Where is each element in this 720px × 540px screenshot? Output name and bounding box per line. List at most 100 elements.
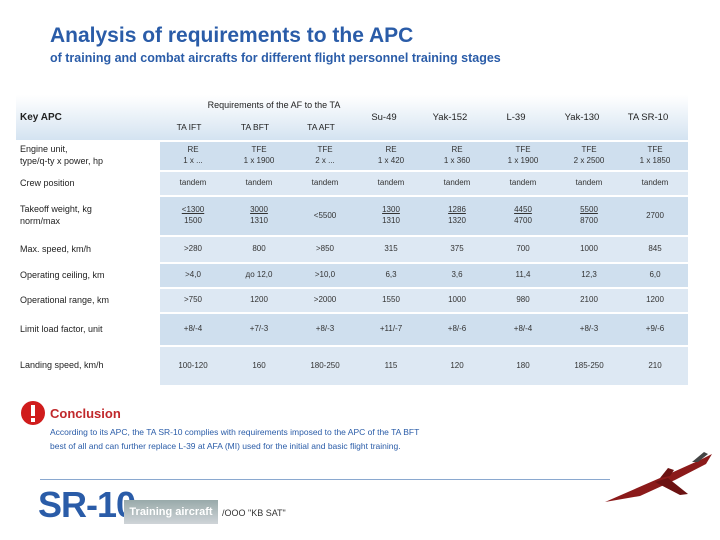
conclusion-title: Conclusion bbox=[50, 406, 121, 421]
cell: +8/-3 bbox=[292, 312, 358, 345]
cell-line: 2 x 2500 bbox=[573, 156, 605, 165]
cell-text: 375 bbox=[450, 244, 464, 253]
cell-text: 2700 bbox=[646, 210, 664, 220]
cell: 1200 bbox=[622, 287, 688, 312]
cell-text: 1200 bbox=[250, 295, 268, 304]
cell-text: +8/-6 bbox=[447, 324, 467, 333]
cell-text: 1000 bbox=[448, 295, 466, 304]
cell-text: +8/-4 bbox=[513, 324, 533, 333]
cell: 6,0 bbox=[622, 262, 688, 287]
text-line: According to its APC, the TA SR-10 compl… bbox=[50, 427, 420, 437]
cell: 4450 4700 bbox=[490, 195, 556, 235]
cell: 1200 bbox=[226, 287, 292, 312]
cell-text: 315 bbox=[384, 244, 398, 253]
cell-text: +8/-3 bbox=[315, 324, 335, 333]
cell: 5500 8700 bbox=[556, 195, 622, 235]
column-header: Yak-130 bbox=[564, 112, 600, 123]
row-label: Landing speed, km/h bbox=[20, 345, 158, 385]
cell-text: 6,0 bbox=[649, 270, 661, 279]
cell-text: tandem bbox=[509, 178, 537, 187]
label-line: Engine unit, bbox=[20, 144, 68, 154]
cell: 1300 1310 bbox=[358, 195, 424, 235]
cell-line: <1300 bbox=[181, 205, 205, 214]
cell-text: tandem bbox=[179, 178, 207, 187]
row-bg bbox=[160, 345, 688, 385]
column-header: L-39 bbox=[506, 112, 526, 123]
cell: >2000 bbox=[292, 287, 358, 312]
cell: tandem bbox=[358, 170, 424, 195]
cell-line: 4450 bbox=[514, 205, 532, 214]
row-label: Takeoff weight, kg norm/max bbox=[20, 195, 158, 235]
cell: <1300 1500 bbox=[160, 195, 226, 235]
cell-text: +9/-6 bbox=[645, 324, 665, 333]
cell: >750 bbox=[160, 287, 226, 312]
conclusion-text: According to its APC, the TA SR-10 compl… bbox=[50, 425, 419, 453]
label-line: Operating ceiling, km bbox=[20, 269, 105, 280]
label-line: Operational range, km bbox=[20, 294, 110, 305]
cell: +8/-4 bbox=[160, 312, 226, 345]
cell-line: 5500 bbox=[580, 205, 598, 214]
logo: SR-10 bbox=[38, 484, 136, 525]
divider bbox=[40, 479, 610, 480]
cell: <5500 bbox=[292, 195, 358, 235]
row-bg bbox=[160, 235, 688, 262]
cell: 845 bbox=[622, 235, 688, 262]
cell: +9/-6 bbox=[622, 312, 688, 345]
cell-text: 185-250 bbox=[574, 360, 604, 370]
cell-text: +7/-3 bbox=[249, 324, 269, 333]
cell: TFE 1 x 1900 bbox=[226, 140, 292, 170]
cell: 12,3 bbox=[556, 262, 622, 287]
group-header: Requirements of the AF to the TA bbox=[207, 100, 341, 110]
cell: 180 bbox=[490, 345, 556, 385]
cell: tandem bbox=[490, 170, 556, 195]
cell-text: 700 bbox=[516, 244, 530, 253]
label-line: norm/max bbox=[20, 216, 61, 226]
cell-text: >280 bbox=[183, 244, 203, 253]
cell-line: TFE bbox=[581, 145, 597, 154]
cell-text: tandem bbox=[377, 178, 405, 187]
label-line: Max. speed, km/h bbox=[20, 243, 92, 254]
cell-line: 3000 bbox=[250, 205, 268, 214]
cell-text: 2100 bbox=[580, 295, 598, 304]
cell-text: +11/-7 bbox=[379, 324, 403, 333]
tagline: Training aircraft bbox=[124, 500, 218, 524]
cell: 185-250 bbox=[556, 345, 622, 385]
cell-text: +8/-3 bbox=[579, 324, 599, 333]
cell: 375 bbox=[424, 235, 490, 262]
cell-text: 210 bbox=[648, 360, 662, 370]
cell-text: >850 bbox=[315, 244, 335, 253]
cell: 180-250 bbox=[292, 345, 358, 385]
cell: +11/-7 bbox=[358, 312, 424, 345]
cell: tandem bbox=[160, 170, 226, 195]
cell-text: <5500 bbox=[313, 210, 337, 220]
cell-line: 1 x ... bbox=[183, 156, 203, 165]
cell: 120 bbox=[424, 345, 490, 385]
row-label: Operational range, km bbox=[20, 287, 158, 312]
cell-text: tandem bbox=[575, 178, 603, 187]
label-line: Takeoff weight, kg bbox=[20, 204, 92, 214]
cell-text: 180 bbox=[516, 360, 530, 370]
cell-line: TFE bbox=[515, 145, 531, 154]
cell: RE 1 x 360 bbox=[424, 140, 490, 170]
cell: 3,6 bbox=[424, 262, 490, 287]
cell-line: 1 x 420 bbox=[377, 156, 405, 165]
cell-text: 1000 bbox=[580, 244, 598, 253]
cell-text: tandem bbox=[245, 178, 273, 187]
corner: Key APC bbox=[20, 112, 62, 123]
cell: RE 1 x 420 bbox=[358, 140, 424, 170]
column-header: TA SR-10 bbox=[627, 112, 669, 123]
cell-line: 1300 bbox=[382, 205, 400, 214]
title: Analysis of requirements to the APC bbox=[50, 24, 414, 47]
cell-line: TFE bbox=[647, 145, 663, 154]
cell-text: tandem bbox=[311, 178, 339, 187]
row-bg bbox=[160, 287, 688, 312]
cell: 1550 bbox=[358, 287, 424, 312]
cell: 2100 bbox=[556, 287, 622, 312]
cell: 11,4 bbox=[490, 262, 556, 287]
column-header: TA AFT bbox=[307, 121, 335, 132]
cell-text: 180-250 bbox=[310, 360, 340, 370]
row-label: Engine unit, type/q-ty x power, hp bbox=[20, 140, 158, 170]
label-line: Landing speed, km/h bbox=[20, 360, 104, 370]
cell-text: 1550 bbox=[382, 295, 400, 304]
cell: 315 bbox=[358, 235, 424, 262]
